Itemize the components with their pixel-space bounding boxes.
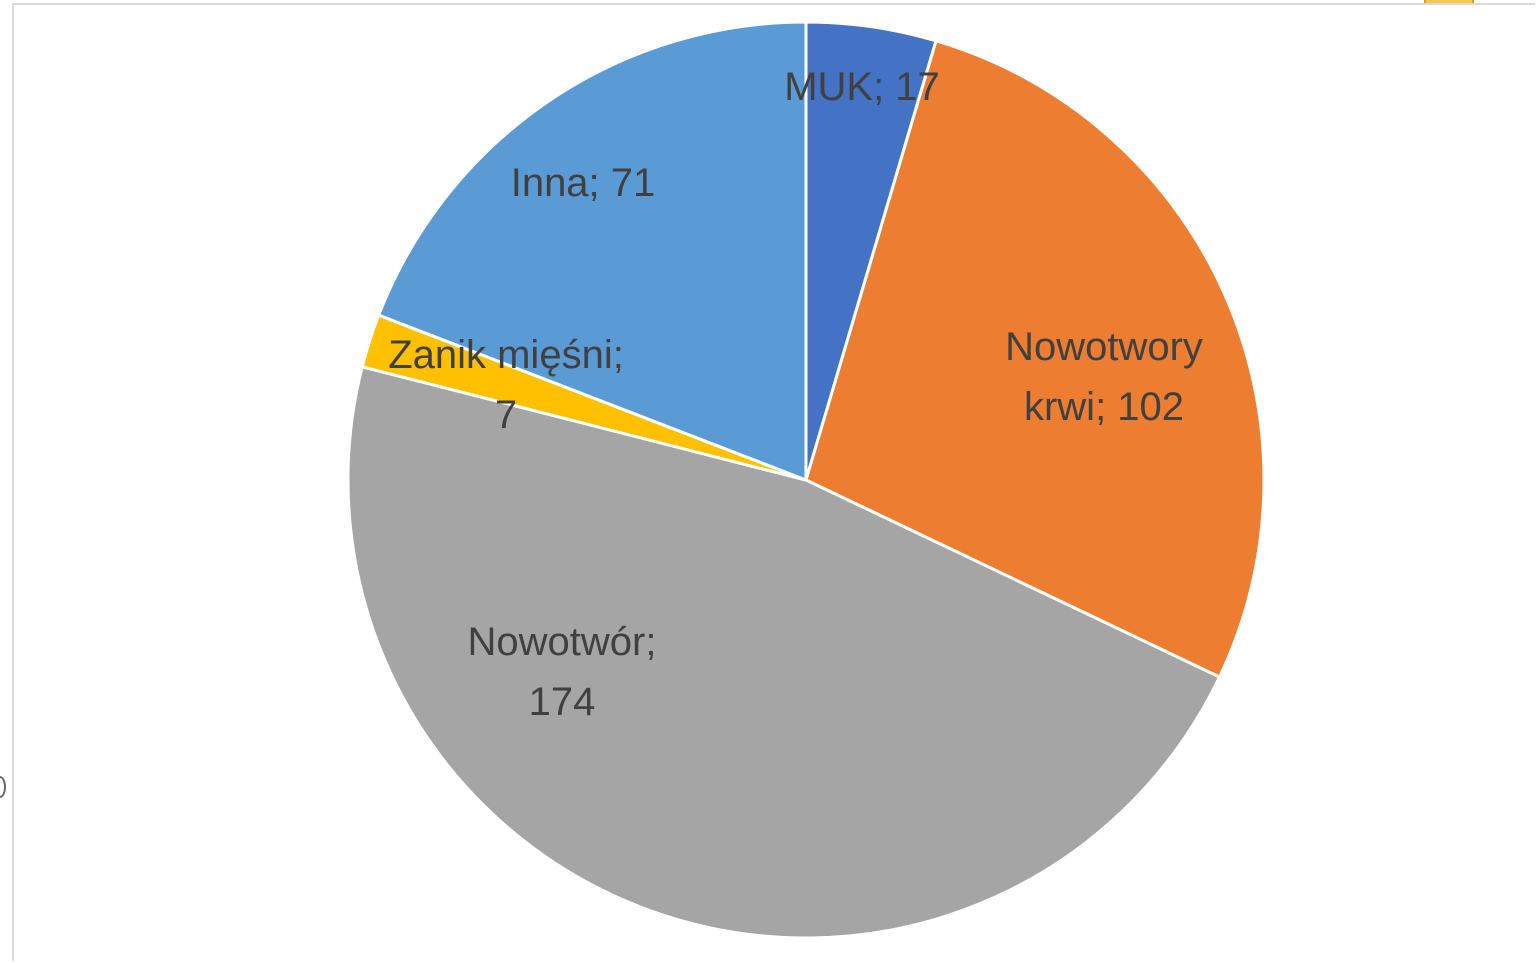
slice-label-nowotwor-line2: 174 — [529, 680, 596, 724]
pie-slices — [346, 20, 1266, 940]
pie-slice-inna — [377, 20, 808, 482]
slice-label-zanik-miesni-line2: 7 — [495, 393, 517, 437]
slice-label-zanik-miesni-line1: Zanik mięśni; — [388, 333, 624, 377]
slice-label-nowotwory-krwi-line2: krwi; 102 — [1024, 385, 1184, 429]
pie-slice-nowotwor — [346, 365, 1221, 940]
slice-label-muk: MUK; 17 — [784, 65, 940, 109]
slice-label-inna: Inna; 71 — [511, 161, 656, 205]
slice-label-nowotwory-krwi-line1: Nowotwory — [1005, 325, 1203, 369]
pie-slice-nowotwory-krwi — [804, 39, 1266, 679]
slice-label-nowotwor-line1: Nowotwór; — [468, 620, 657, 664]
